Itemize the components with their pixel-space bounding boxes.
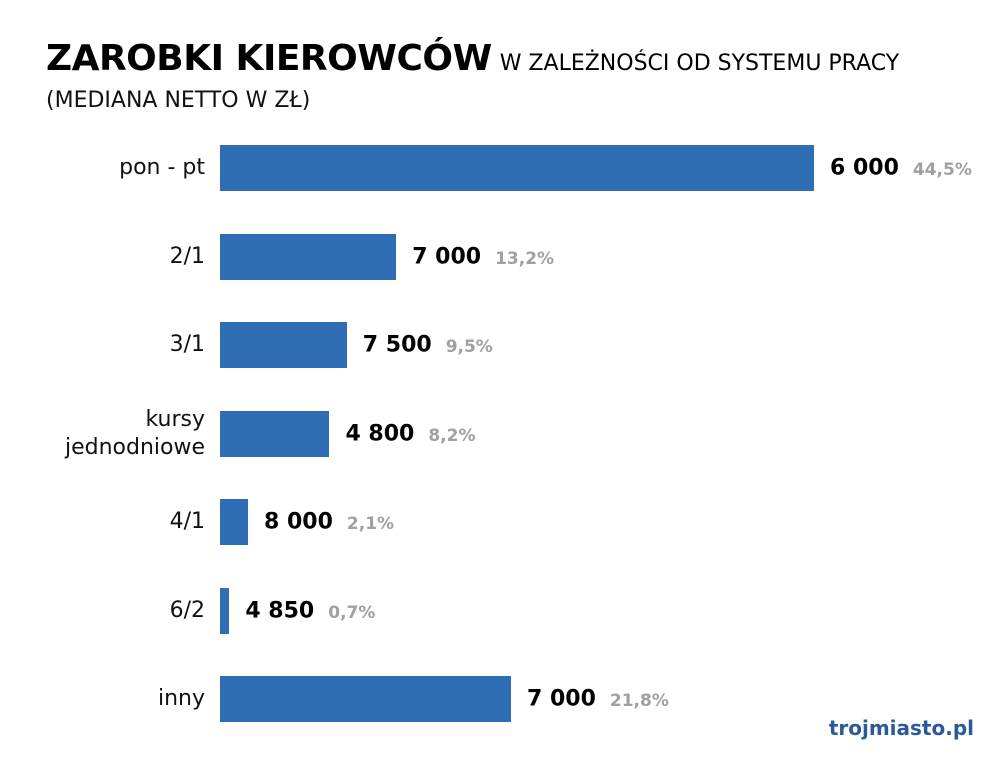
category-label: inny bbox=[157, 686, 205, 711]
salary-label: 7 500 bbox=[362, 332, 432, 358]
salary-label: 4 800 bbox=[345, 421, 415, 446]
bar bbox=[220, 676, 511, 722]
category-label: 3/1 bbox=[169, 332, 205, 357]
title-block: ZAROBKI KIEROWCÓW W ZALEŻNOŚCI OD SYSTEMU… bbox=[46, 38, 899, 79]
value-label: 9,5% bbox=[445, 337, 493, 357]
salary-label: 7 000 bbox=[526, 686, 596, 712]
bar bbox=[220, 410, 330, 457]
value-label: 21,8% bbox=[609, 691, 669, 711]
category-label: 4/1 bbox=[169, 509, 205, 534]
bar bbox=[220, 233, 397, 280]
bar bbox=[220, 145, 814, 191]
bar bbox=[220, 499, 249, 545]
value-label: 8,2% bbox=[428, 425, 476, 446]
salary-label: 7 000 bbox=[412, 244, 482, 269]
title-suffix: W ZALEŻNOŚCI OD SYSTEMU PRACY bbox=[499, 51, 900, 76]
salary-label: 4 850 bbox=[245, 598, 315, 623]
value-label: 0,7% bbox=[328, 602, 376, 623]
value-label: 44,5% bbox=[912, 160, 972, 180]
category-label: 2/1 bbox=[169, 243, 205, 269]
salary-label: 8 000 bbox=[264, 509, 333, 535]
chart-title: ZAROBKI KIEROWCÓW bbox=[46, 38, 492, 79]
value-label: 13,2% bbox=[495, 248, 555, 269]
logo: trojmiasto.pl bbox=[828, 716, 974, 740]
salary-label: 6 000 bbox=[830, 155, 899, 181]
value-label: 2,1% bbox=[346, 514, 395, 534]
subtitle: (MEDIANA NETTO W ZŁ) bbox=[46, 88, 311, 113]
category-label: kursy jednodniowe bbox=[64, 406, 205, 460]
bar bbox=[220, 587, 230, 634]
category-label: pon - pt bbox=[119, 155, 205, 180]
bar bbox=[220, 322, 347, 368]
category-label: 6/2 bbox=[169, 597, 205, 623]
